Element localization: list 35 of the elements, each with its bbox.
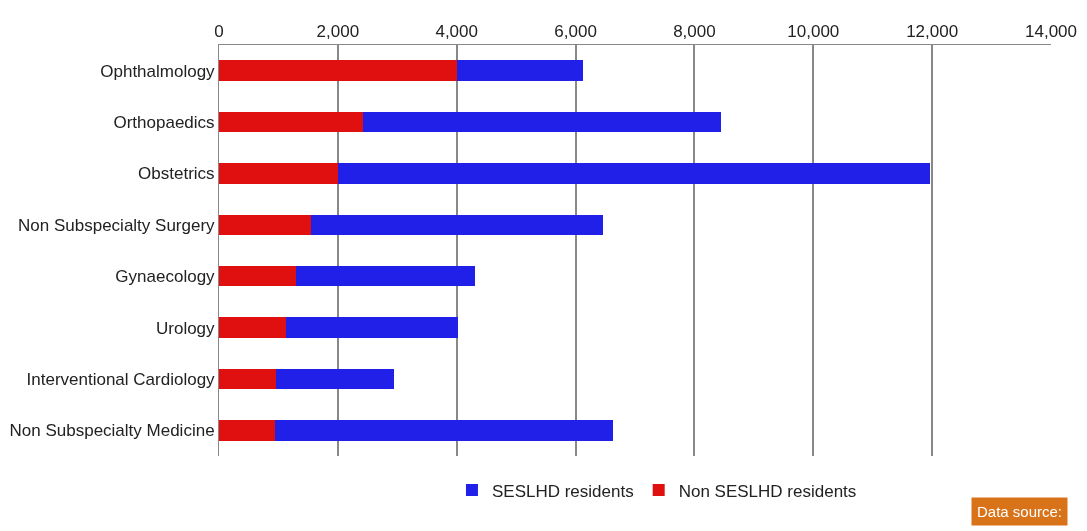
- x-tick-label: 12,000: [906, 22, 959, 42]
- source-note: Data source:: [977, 503, 1063, 520]
- y-tick-label: Obstetrics: [138, 164, 215, 184]
- bar: [296, 265, 475, 287]
- legend-label: Non SESLHD residents: [678, 481, 857, 501]
- bar: [274, 420, 614, 441]
- bar: [219, 368, 277, 390]
- y-tick-label: Orthopaedics: [113, 113, 215, 133]
- y-tick-label: Interventional Cardiology: [26, 369, 216, 389]
- x-tick-label: 2,000: [316, 22, 360, 42]
- y-tick-label: Non Subspecialty Medicine: [9, 421, 215, 441]
- bar: [219, 163, 338, 184]
- bar: [219, 111, 363, 133]
- bar: [337, 163, 931, 184]
- x-tick-label: 4,000: [435, 22, 478, 42]
- y-tick-label: Gynaecology: [115, 267, 216, 287]
- y-tick-label: Urology: [156, 318, 216, 338]
- bar: [456, 60, 584, 81]
- bar: [219, 265, 297, 287]
- bar: [219, 60, 457, 81]
- x-tick-label: 8,000: [673, 22, 716, 42]
- y-tick-label: Ophthalmology: [100, 61, 216, 81]
- y-tick-label: Non Subspecialty Surgery: [18, 215, 216, 235]
- x-tick-label: 6,000: [554, 22, 597, 42]
- bar: [219, 214, 311, 236]
- bar: [219, 317, 287, 338]
- bar: [276, 368, 395, 390]
- x-tick-label: 10,000: [787, 22, 840, 42]
- x-tick-label: 0: [214, 22, 224, 42]
- x-tick-label: 14,000: [1025, 22, 1077, 42]
- bar: [310, 214, 603, 236]
- bar: [286, 317, 458, 338]
- legend-label: SESLHD residents: [491, 481, 634, 501]
- bar: [219, 420, 275, 441]
- bar: [362, 111, 721, 133]
